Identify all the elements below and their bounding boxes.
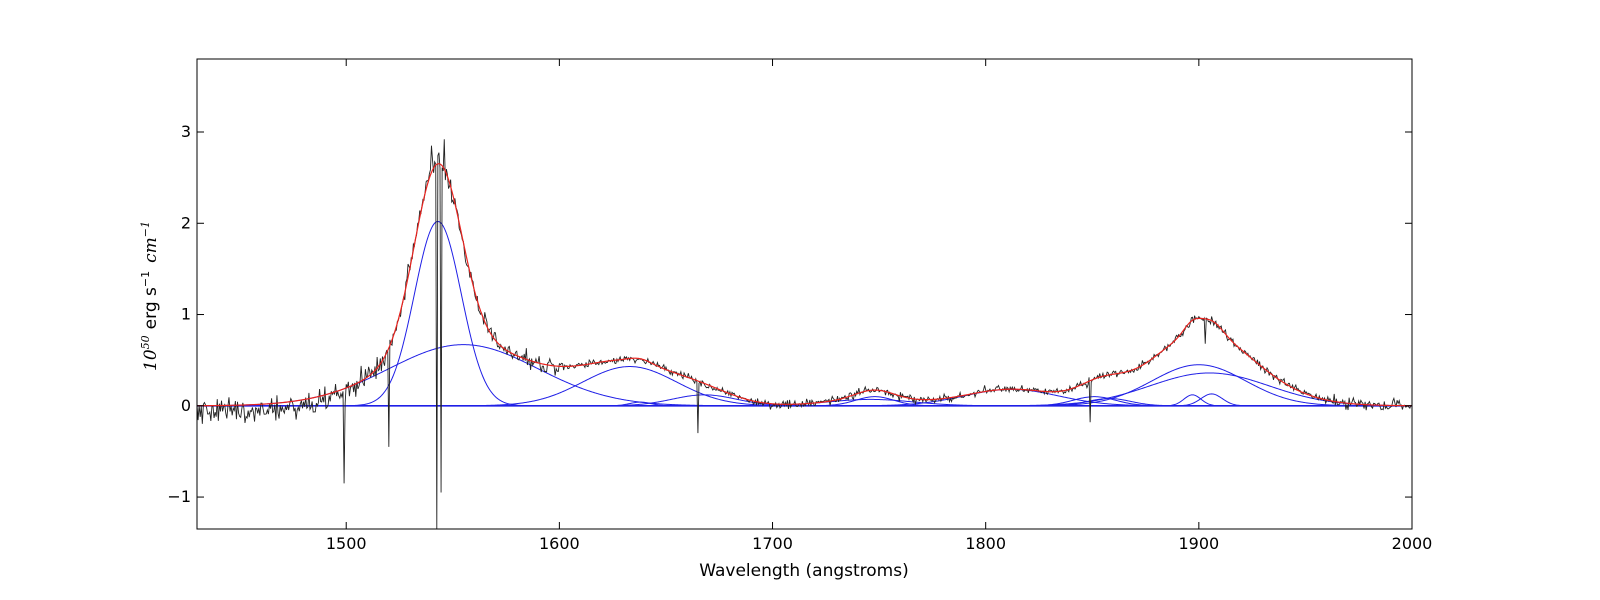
y-axis-label-unit-math: cm: [141, 237, 161, 263]
y-axis-label-unit-math-exp: −1: [139, 221, 152, 237]
y-tick-label: 3: [181, 122, 191, 141]
x-tick-label: 1500: [326, 534, 367, 553]
x-tick-label: 1800: [965, 534, 1006, 553]
axes: 1500 1600 1700 1800 1900 2000 −1 0 1 2 3: [167, 58, 1433, 553]
fit-component-3: [395, 366, 865, 407]
y-axis-label-exp: 50: [139, 335, 152, 349]
x-tick-label: 2000: [1392, 534, 1433, 553]
total-fit-line: [197, 163, 1413, 407]
fit-component-9: [987, 396, 1201, 407]
y-axis-label-unit: erg s: [141, 287, 161, 329]
y-axis-label: 1050erg s−1cm−1: [139, 221, 161, 371]
x-tick-label: 1900: [1178, 534, 1219, 553]
plot-frame: [196, 58, 1413, 530]
y-tick-label: 1: [181, 305, 191, 324]
observed-spectrum: [196, 139, 1413, 530]
x-tick-label: 1700: [752, 534, 793, 553]
fit-component-14: [1158, 393, 1265, 407]
y-axis-label-base: 10: [141, 349, 161, 371]
y-tick-label: 0: [181, 396, 191, 415]
y-axis-label-unit-exp: −1: [139, 271, 152, 287]
fit-component-11: [964, 364, 1412, 407]
fit-components: [197, 220, 1412, 407]
fit-component-5: [544, 394, 865, 407]
y-tick-label: −1: [167, 487, 191, 506]
x-tick-label: 1600: [539, 534, 580, 553]
y-tick-label: 2: [181, 213, 191, 232]
total-fit: [197, 163, 1413, 407]
fit-component-13: [1149, 394, 1236, 407]
observed-spectrum-line: [196, 139, 1413, 530]
x-axis-label: Wavelength (angstroms): [699, 561, 908, 581]
